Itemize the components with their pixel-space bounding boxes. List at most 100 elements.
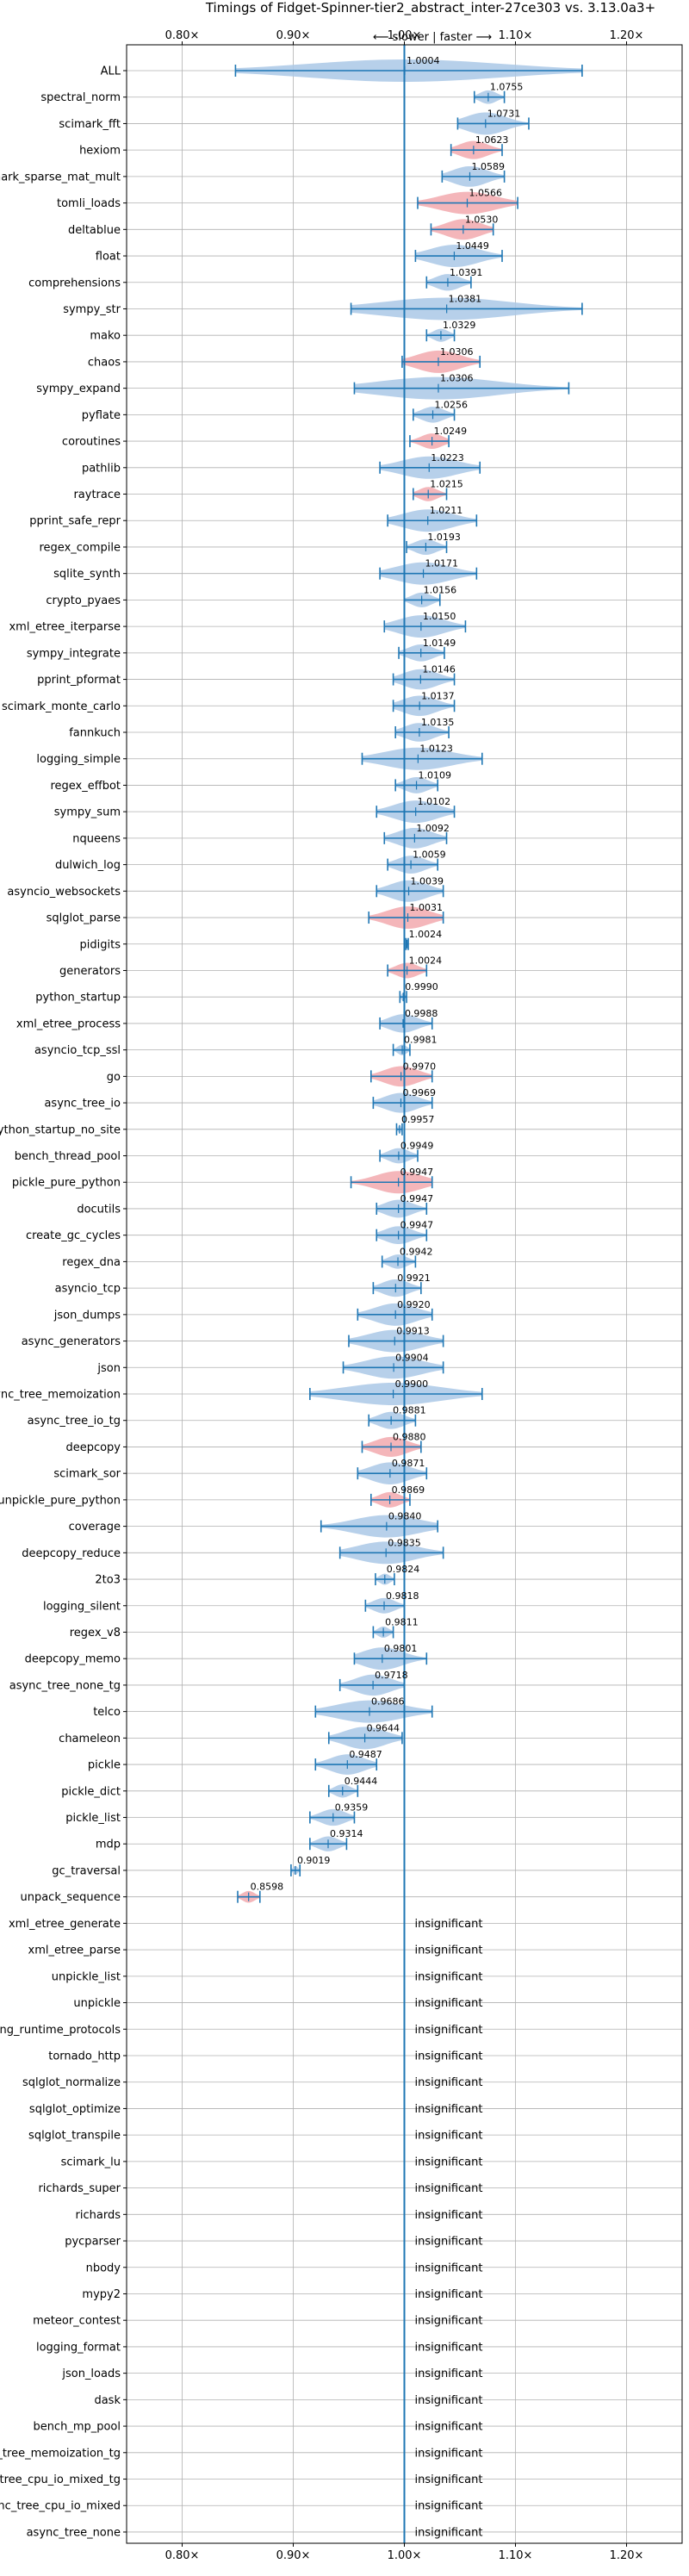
value-label: 0.9920 bbox=[397, 1299, 431, 1310]
y-tick-label: hexiom bbox=[79, 145, 121, 158]
insignificant-label: insignificant bbox=[415, 2526, 483, 2539]
x-tick-label-top: 1.10× bbox=[499, 29, 533, 42]
value-label: 1.0102 bbox=[418, 796, 450, 807]
value-label: 0.9818 bbox=[386, 1590, 419, 1602]
y-tick-label: sqlite_synth bbox=[53, 568, 121, 581]
value-label: 0.9949 bbox=[400, 1141, 434, 1152]
insignificant-label: insignificant bbox=[415, 2368, 483, 2380]
value-label: 1.0755 bbox=[490, 82, 524, 93]
y-tick-label: mypy2 bbox=[82, 2288, 121, 2301]
y-tick-label: scimark_sor bbox=[53, 1468, 121, 1481]
y-tick-label: async_tree_none bbox=[27, 2526, 121, 2539]
insignificant-label: insignificant bbox=[415, 2447, 483, 2460]
y-tick-label: fannkuch bbox=[69, 727, 121, 740]
y-tick-label: sympy_expand bbox=[36, 383, 121, 395]
value-label: 0.9871 bbox=[392, 1458, 425, 1469]
insignificant-label: insignificant bbox=[415, 1918, 483, 1931]
insignificant-label: insignificant bbox=[415, 2050, 483, 2063]
y-tick-label: pickle_pure_python bbox=[12, 1177, 121, 1190]
value-label: 1.0092 bbox=[416, 823, 450, 834]
insignificant-label: insignificant bbox=[415, 2473, 483, 2486]
x-tick-label-top: 1.00× bbox=[388, 29, 422, 42]
y-tick-label: async_tree_io_tg bbox=[28, 1415, 121, 1428]
y-tick-label: nqueens bbox=[72, 832, 121, 845]
value-label: 0.9947 bbox=[400, 1193, 434, 1204]
y-tick-label: pathlib bbox=[82, 462, 121, 475]
x-axis-top: 0.80× 0.90× 1.00× 1.10× 1.20× bbox=[165, 29, 644, 45]
y-tick-label: scimark_lu bbox=[61, 2156, 121, 2168]
y-tick-label: pprint_safe_repr bbox=[29, 515, 121, 528]
y-tick-label: scimark_fft bbox=[59, 118, 121, 131]
y-tick-label: unpack_sequence bbox=[20, 1891, 121, 1904]
value-label: 1.0146 bbox=[422, 664, 455, 675]
value-label: 1.0109 bbox=[419, 769, 452, 781]
y-tick-label: scimark_monte_carlo bbox=[2, 700, 121, 713]
value-label: 0.9824 bbox=[387, 1564, 420, 1575]
y-tick-label: json_loads bbox=[61, 2368, 121, 2380]
insignificant-label: insignificant bbox=[415, 1944, 483, 1957]
y-tick-label: pidigits bbox=[80, 938, 121, 951]
y-tick-label: async_tree_io bbox=[44, 1098, 121, 1111]
value-label: 0.9487 bbox=[349, 1749, 382, 1760]
y-tick-label: logging_silent bbox=[43, 1600, 121, 1613]
value-label: 1.0171 bbox=[425, 558, 458, 569]
y-tick-label: dulwich_log bbox=[55, 859, 121, 872]
y-tick-label: async_tree_cpu_io_mixed bbox=[0, 2500, 121, 2513]
y-tick-label: deepcopy bbox=[65, 1441, 121, 1454]
value-label: 1.0039 bbox=[411, 875, 444, 887]
insignificant-label: insignificant bbox=[415, 2288, 483, 2301]
direction-label: ⟵ slower | faster ⟶ bbox=[373, 31, 492, 44]
y-tick-label: sympy_str bbox=[63, 303, 121, 316]
insignificant-label: insignificant bbox=[415, 2156, 483, 2168]
value-label: 1.0135 bbox=[421, 717, 455, 728]
value-label: 1.0623 bbox=[475, 134, 509, 146]
value-label: 1.0381 bbox=[449, 293, 482, 304]
y-tick-label: generators bbox=[59, 965, 121, 978]
value-label: 1.0031 bbox=[409, 902, 443, 913]
y-tick-label: dask bbox=[94, 2394, 121, 2407]
errorbar-layer bbox=[234, 45, 583, 2543]
y-tick-label: sqlglot_normalize bbox=[22, 2076, 121, 2089]
x-tick-label-bottom: 1.20× bbox=[610, 2549, 644, 2562]
y-tick-label: unpickle_pure_python bbox=[0, 1494, 121, 1507]
y-tick-label: python_startup bbox=[35, 992, 121, 1005]
x-tick-label-top: 0.80× bbox=[165, 29, 200, 42]
insignificant-label: insignificant bbox=[415, 2394, 483, 2407]
value-label: 0.9913 bbox=[396, 1326, 430, 1337]
insignificant-label: insignificant bbox=[415, 2236, 483, 2249]
insignificant-label: insignificant bbox=[415, 2209, 483, 2222]
y-tick-label: bench_mp_pool bbox=[33, 2421, 121, 2434]
value-label: 0.9904 bbox=[395, 1352, 429, 1363]
insignificant-label: insignificant bbox=[415, 2024, 483, 2037]
value-label: 1.0137 bbox=[421, 690, 454, 701]
y-tick-label: sqlglot_transpile bbox=[28, 2130, 121, 2143]
value-label: 0.9835 bbox=[388, 1537, 421, 1548]
y-tick-label: pprint_pformat bbox=[37, 674, 121, 687]
x-tick-label-top: 1.20× bbox=[610, 29, 644, 42]
y-tick-label: asyncio_tcp bbox=[55, 1283, 121, 1296]
y-tick-label: logging_format bbox=[36, 2341, 121, 2354]
y-tick-label: docutils bbox=[77, 1203, 121, 1216]
value-label: 1.0123 bbox=[419, 744, 453, 755]
insignificant-label: insignificant bbox=[415, 2076, 483, 2089]
value-label: 1.0589 bbox=[471, 161, 505, 172]
insignificant-label: insignificant bbox=[415, 2500, 483, 2513]
y-tick-label: create_gc_cycles bbox=[26, 1229, 121, 1242]
value-label: 0.9947 bbox=[400, 1167, 434, 1178]
value-label: 0.9981 bbox=[404, 1035, 438, 1046]
value-label: 0.9359 bbox=[335, 1802, 369, 1814]
y-tick-label: go bbox=[107, 1071, 121, 1084]
insignificant-label: insignificant bbox=[415, 2182, 483, 2195]
value-label: 0.9811 bbox=[385, 1616, 419, 1627]
y-tick-label: sqlglot_parse bbox=[47, 912, 121, 925]
value-label: 0.9947 bbox=[400, 1220, 434, 1231]
value-label: 0.9881 bbox=[393, 1405, 426, 1416]
chart-title: Timings of Fidget-Spinner-tier2_abstract… bbox=[205, 0, 655, 16]
y-tick-label: meteor_contest bbox=[33, 2315, 121, 2328]
y-tick-label: chaos bbox=[88, 356, 121, 369]
insignificant-label: insignificant bbox=[415, 2103, 483, 2116]
value-label: 1.0059 bbox=[413, 849, 445, 861]
value-label: 1.0024 bbox=[409, 929, 443, 940]
